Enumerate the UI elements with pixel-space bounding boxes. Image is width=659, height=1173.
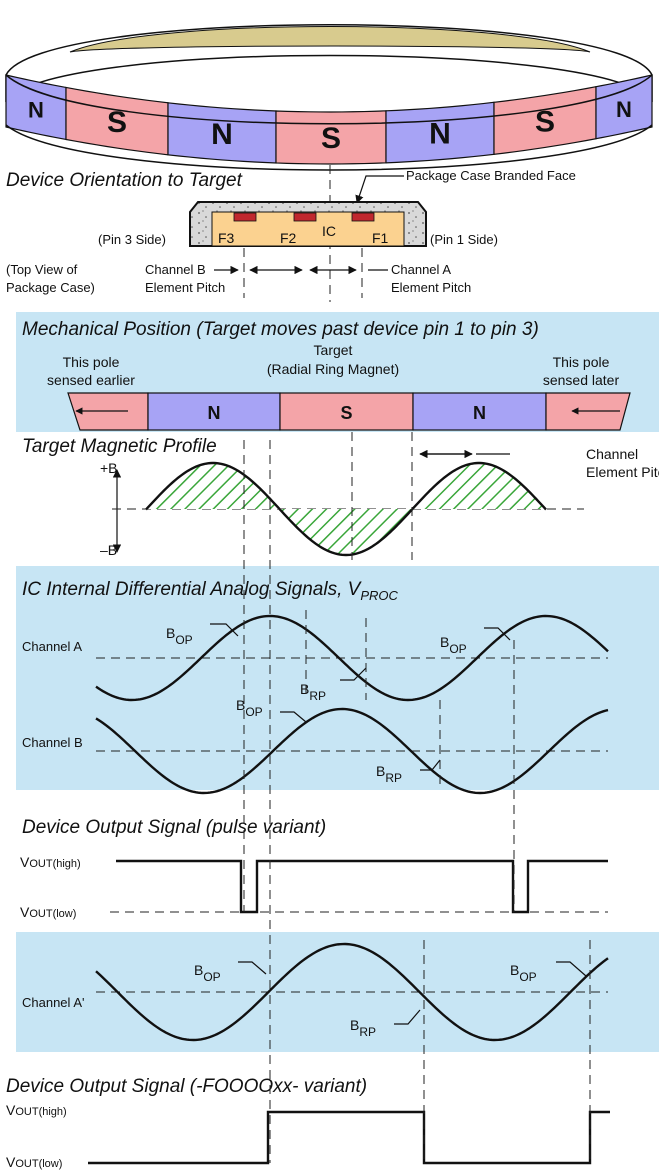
ring-pole-label: S: [107, 106, 127, 139]
f1-label: F1: [372, 230, 389, 246]
linear-pole-segment: [279, 392, 414, 431]
bop-a1-label: BOP: [166, 625, 193, 647]
channel-a-prime-label: Channel A': [22, 995, 84, 1010]
brp-a-leader: [340, 667, 367, 681]
f2-label: F2: [280, 230, 297, 246]
bop-b-label: BOP: [236, 697, 263, 719]
internal-signals-section: IC Internal Differential Analog Signals,…: [22, 579, 609, 795]
element-f3: [233, 212, 257, 222]
minus-b-label: –B: [100, 542, 117, 558]
channel-a-label: Channel A: [22, 639, 82, 654]
earlier-label-2: sensed earlier: [47, 372, 135, 388]
top-view-label-1: (Top View of: [6, 262, 78, 277]
bop-ap1-label: BOP: [194, 962, 221, 984]
channel-a-pitch-label-2: Element Pitch: [391, 280, 471, 295]
pulse-vout-high-label: VOUT(high): [20, 854, 81, 870]
later-label-2: sensed later: [543, 372, 620, 388]
channel-a-pitch-label-1: Channel A: [391, 262, 451, 277]
channel-a-waveform: [95, 614, 609, 702]
magnetic-profile-section: Target Magnetic Profile +B –B Channel El…: [22, 436, 659, 558]
bop-b-leader: [280, 711, 307, 723]
ring-pole-segments: N S N S N S N: [5, 74, 653, 165]
bop-ap2-leader: [556, 961, 587, 977]
ring-pole-label: S: [535, 105, 555, 138]
linear-pole-segment: [147, 392, 281, 431]
f3-label: F3: [218, 230, 235, 246]
ring-pole-label: N: [616, 97, 632, 122]
foooo-vout-high-label: VOUT(high): [6, 1102, 67, 1118]
bop-a2-leader: [484, 627, 511, 641]
channel-b-label: Channel B: [22, 735, 83, 750]
element-f2: [293, 212, 317, 222]
target-label-1: Target: [314, 342, 353, 358]
internal-title: IC Internal Differential Analog Signals,…: [22, 579, 398, 603]
target-label-2: (Radial Ring Magnet): [267, 361, 399, 377]
plus-b-label: +B: [100, 460, 118, 476]
bop-ap1-leader: [238, 961, 267, 975]
pin3-side-label: (Pin 3 Side): [98, 232, 166, 247]
pin1-side-label: (Pin 1 Side): [430, 232, 498, 247]
brp-b-leader: [420, 759, 441, 771]
branded-face-label: Package Case Branded Face: [406, 168, 576, 183]
device-orientation-section: Device Orientation to Target Package Cas…: [6, 168, 576, 298]
mechanical-title: Mechanical Position (Target moves past d…: [22, 319, 539, 340]
alignment-lines: [243, 432, 591, 1163]
linear-pole-label: N: [473, 403, 486, 423]
profile-hatched-area: [146, 463, 546, 555]
channel-b-waveform: [95, 707, 609, 795]
bop-a2-label: BOP: [440, 634, 467, 656]
pulse-title: Device Output Signal (pulse variant): [22, 817, 326, 838]
orientation-title: Device Orientation to Target: [6, 170, 243, 191]
pulse-signal: [116, 859, 608, 914]
foooo-vout-low-label: VOUT(low): [6, 1154, 62, 1170]
channel-a-prime-section: Channel A' BOP BOP BRP: [22, 942, 609, 1042]
linear-pole-label: S: [340, 403, 352, 423]
branded-face-pointer: [355, 175, 404, 204]
profile-title: Target Magnetic Profile: [22, 436, 217, 457]
ic-label: IC: [322, 223, 336, 239]
brp-a-label: BRP: [300, 681, 326, 703]
ring-inner-wall: [69, 26, 591, 53]
ring-magnet: N S N S N S N: [5, 24, 653, 171]
channel-b-pitch-label-1: Channel B: [145, 262, 206, 277]
channel-b-pitch-label-2: Element Pitch: [145, 280, 225, 295]
brp-b-label: BRP: [376, 763, 402, 785]
element-pitch-label-2: Element Pitch: [586, 464, 659, 480]
ring-pole-label: N: [429, 118, 451, 151]
ring-outline-top: [5, 74, 653, 125]
later-label-1: This pole: [553, 354, 610, 370]
earlier-label-1: This pole: [63, 354, 120, 370]
foooo-title: Device Output Signal (-FOOOOxx- variant): [6, 1076, 367, 1097]
bop-a1-leader: [210, 623, 239, 637]
ring-pole-segment: [595, 74, 653, 140]
internal-signals-panel: [16, 566, 659, 790]
brp-ap-leader: [394, 1009, 421, 1025]
bop-ap2-label: BOP: [510, 962, 537, 984]
ring-pole-label: N: [28, 98, 44, 123]
brp-ap-label: BRP: [350, 1017, 376, 1039]
linear-pole-label: N: [208, 403, 221, 423]
element-f1: [351, 212, 375, 222]
ring-pole-label: S: [321, 122, 341, 155]
foooo-output-section: Device Output Signal (-FOOOOxx- variant)…: [6, 1076, 610, 1170]
pulse-vout-low-label: VOUT(low): [20, 904, 76, 920]
element-pitch-label-1: Channel: [586, 446, 638, 462]
pulse-output-section: Device Output Signal (pulse variant) VOU…: [20, 817, 608, 920]
linear-pole-segment: [412, 392, 547, 431]
channel-a-prime-waveform: [95, 942, 609, 1042]
profile-curve: [145, 461, 547, 557]
mechanical-section: Mechanical Position (Target moves past d…: [22, 319, 631, 431]
ring-pole-label: N: [211, 118, 233, 151]
foooo-signal: [88, 1110, 610, 1165]
top-view-label-2: Package Case): [6, 280, 95, 295]
